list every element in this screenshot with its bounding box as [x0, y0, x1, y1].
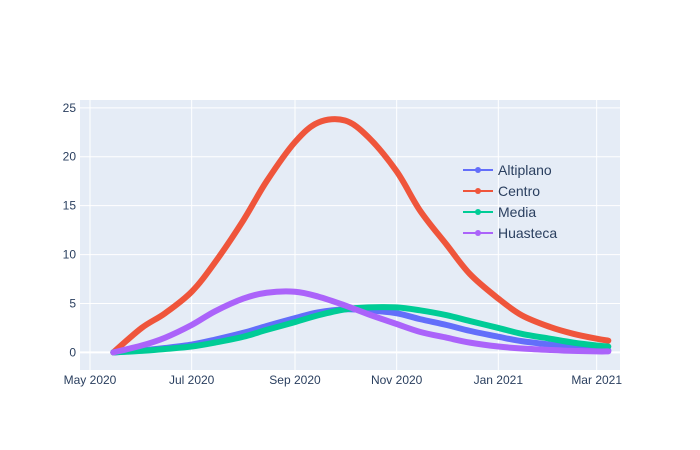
y-tick-label: 5: [69, 296, 76, 310]
legend-label: Centro: [498, 183, 540, 199]
y-tick-label: 25: [63, 101, 77, 115]
x-axis-tick-labels: May 2020 Jul 2020 Sep 2020 Nov 2020 Jan 2021…: [64, 373, 623, 387]
y-tick-label: 20: [63, 150, 77, 164]
legend-item-altiplano[interactable]: Altiplano: [463, 162, 552, 178]
x-tick-label: May 2020: [64, 373, 117, 387]
y-tick-label: 0: [69, 345, 76, 359]
legend-label: Altiplano: [498, 162, 552, 178]
x-tick-label: Jan 2021: [474, 373, 524, 387]
series-line-huasteca: [110, 288, 612, 356]
series-line-centro: [110, 116, 612, 356]
y-tick-label: 15: [63, 199, 77, 213]
series-lines: [110, 116, 612, 356]
legend-label: Media: [498, 204, 536, 220]
legend-label: Huasteca: [498, 225, 557, 241]
x-tick-label: Sep 2020: [269, 373, 321, 387]
legend-item-centro[interactable]: Centro: [463, 183, 540, 199]
plot-area: [80, 100, 620, 370]
x-tick-label: Jul 2020: [169, 373, 215, 387]
y-axis-tick-labels: 0 5 10 15 20 25: [63, 101, 77, 360]
legend-item-huasteca[interactable]: Huasteca: [463, 225, 557, 241]
legend-swatch-marker: [475, 167, 481, 173]
series-line-media: [110, 304, 612, 356]
x-tick-label: Nov 2020: [371, 373, 423, 387]
legend[interactable]: Altiplano Centro Media Huasteca: [463, 162, 557, 241]
legend-swatch-marker: [475, 188, 481, 194]
legend-swatch-marker: [475, 230, 481, 236]
legend-swatch-marker: [475, 209, 481, 215]
x-tick-label: Mar 2021: [571, 373, 622, 387]
y-tick-label: 10: [63, 248, 77, 262]
legend-item-media[interactable]: Media: [463, 204, 536, 220]
